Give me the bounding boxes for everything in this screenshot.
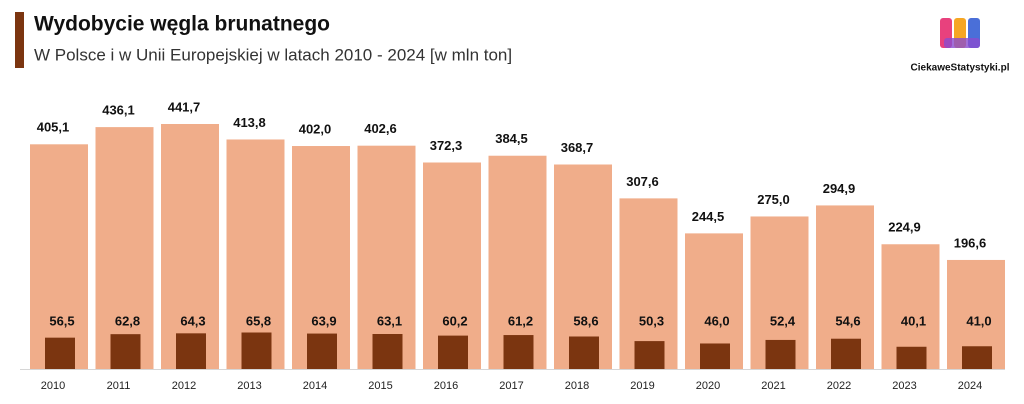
value-label: 62,8 <box>115 313 140 328</box>
x-tick-label: 2011 <box>107 380 131 392</box>
value-label: 441,7 <box>168 99 201 114</box>
value-label: 65,8 <box>246 313 271 328</box>
bar <box>110 334 141 369</box>
bar <box>634 341 665 369</box>
value-label: 52,4 <box>770 313 796 328</box>
bar <box>226 139 285 369</box>
value-label: 307,6 <box>626 174 659 189</box>
bar <box>95 127 154 370</box>
bar <box>357 145 416 369</box>
bar <box>896 346 927 369</box>
bar <box>45 337 75 369</box>
bar <box>176 333 206 369</box>
value-label: 56,5 <box>49 313 74 328</box>
bar <box>554 164 612 369</box>
bar <box>488 155 547 369</box>
bar <box>307 333 337 369</box>
value-label: 384,5 <box>495 131 528 146</box>
value-label: 368,7 <box>561 140 594 155</box>
x-tick-label: 2014 <box>303 380 327 392</box>
bar <box>438 335 468 369</box>
x-tick-label: 2017 <box>499 380 523 392</box>
value-label: 41,0 <box>966 313 991 328</box>
value-label: 46,0 <box>704 313 729 328</box>
bar <box>503 335 534 369</box>
value-label: 294,9 <box>823 181 856 196</box>
x-tick-label: 2024 <box>958 380 982 392</box>
x-tick-label: 2015 <box>368 380 392 392</box>
watermark: CiekaweStatystyki.pl <box>911 63 1010 74</box>
value-label: 40,1 <box>901 313 926 328</box>
value-label: 196,6 <box>954 235 987 250</box>
value-label: 64,3 <box>180 313 205 328</box>
bar <box>241 332 272 369</box>
bar <box>765 339 796 369</box>
title-marker <box>15 12 24 68</box>
value-label: 405,1 <box>37 120 70 135</box>
bar <box>423 162 481 369</box>
value-label: 402,0 <box>299 121 332 136</box>
bar <box>372 334 403 369</box>
bar <box>569 336 599 369</box>
logo: CiekaweStatystyki.pl <box>911 18 1010 74</box>
value-label: 63,1 <box>377 313 402 328</box>
x-tick-label: 2019 <box>630 380 654 392</box>
bar <box>962 346 992 369</box>
value-label: 402,6 <box>364 121 397 136</box>
bar <box>619 198 678 369</box>
x-tick-label: 2021 <box>761 380 785 392</box>
x-tick-label: 2016 <box>434 380 458 392</box>
bar <box>161 124 219 369</box>
value-label: 436,1 <box>102 103 135 118</box>
value-label: 244,5 <box>692 209 725 224</box>
value-label: 61,2 <box>508 313 533 328</box>
x-tick-label: 2020 <box>696 380 720 392</box>
value-label: 54,6 <box>835 313 860 328</box>
value-label: 50,3 <box>639 313 664 328</box>
bar <box>700 343 730 369</box>
chart-subtitle: W Polsce i w Unii Europejskiej w latach … <box>34 45 512 64</box>
bar <box>30 144 88 369</box>
chart-title: Wydobycie węgla brunatnego <box>34 13 330 36</box>
value-label: 60,2 <box>442 313 467 328</box>
value-label: 224,9 <box>888 220 921 235</box>
value-label: 58,6 <box>573 313 598 328</box>
value-label: 413,8 <box>233 115 266 130</box>
x-tick-label: 2010 <box>41 380 65 392</box>
value-label: 63,9 <box>311 313 336 328</box>
value-label: 275,0 <box>757 192 790 207</box>
bar <box>292 146 350 369</box>
x-tick-label: 2022 <box>827 380 851 392</box>
x-tick-label: 2013 <box>237 380 261 392</box>
x-tick-label: 2018 <box>565 380 589 392</box>
value-label: 372,3 <box>430 138 463 153</box>
x-tick-label: 2023 <box>892 380 916 392</box>
bar <box>831 338 861 369</box>
x-tick-label: 2012 <box>172 380 196 392</box>
